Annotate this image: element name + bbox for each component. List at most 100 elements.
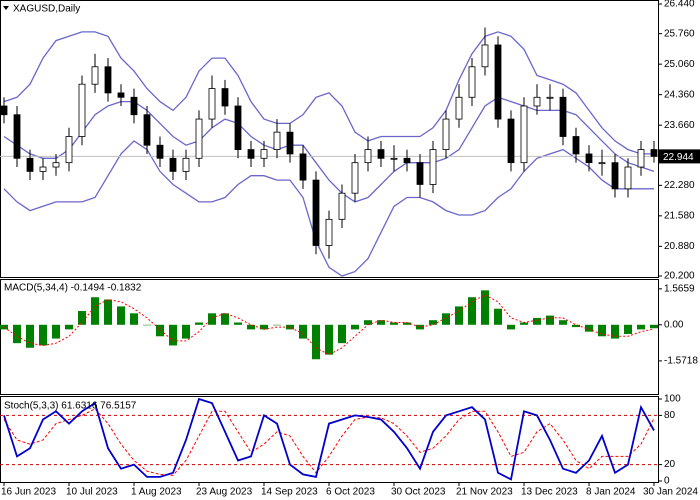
candle-body	[143, 114, 151, 146]
candle-body	[156, 144, 164, 159]
candle-body	[91, 66, 99, 85]
y-tick-label: 20.200	[664, 271, 695, 282]
macd-bar	[637, 324, 645, 330]
y-tick-label: 0.00	[664, 319, 684, 330]
macd-bar	[416, 324, 424, 330]
macd-bar	[390, 322, 398, 325]
y-tick-label: 21.580	[664, 210, 695, 221]
stoch-main	[3, 397, 655, 481]
macd-bar	[546, 315, 554, 325]
x-tick-label: 13 Dec 2023	[521, 487, 578, 498]
y-tick-label: 20.880	[664, 241, 695, 252]
macd-bar	[377, 320, 385, 325]
y-tick-label: 20	[664, 459, 676, 470]
candle-body	[312, 179, 320, 246]
candle-body	[195, 118, 203, 159]
candle-body	[273, 131, 281, 150]
x-tick-label: 1 Aug 2023	[131, 487, 182, 498]
macd-bar	[442, 313, 450, 325]
macd-bar	[208, 313, 216, 325]
candle-body	[637, 149, 645, 168]
macd-bar	[611, 324, 619, 339]
candle-body	[650, 149, 658, 157]
candle-body	[533, 96, 541, 107]
menu-triangle	[3, 6, 9, 10]
macd-bar	[91, 297, 99, 325]
x-tick-label: 6 Oct 2023	[326, 487, 375, 498]
macd-bar	[429, 320, 437, 325]
bollinger-lower	[3, 140, 654, 277]
macd-bar	[156, 324, 164, 337]
candle-body	[624, 166, 632, 190]
candle-body	[13, 114, 21, 159]
macd-bar	[13, 324, 21, 344]
candle-body	[78, 83, 86, 137]
x-tick-label: 23 Aug 2023	[196, 487, 253, 498]
macd-bar	[312, 324, 320, 360]
macd-bar	[650, 324, 658, 329]
y-tick-label: 0	[664, 476, 670, 487]
macd-bar	[507, 324, 515, 330]
candle-body	[26, 157, 34, 172]
macd-bar	[468, 297, 476, 325]
candle-body	[117, 92, 125, 98]
y-tick-label: 24.360	[664, 89, 695, 100]
macd-bar	[39, 324, 47, 346]
candle-body	[351, 162, 359, 194]
candle-body	[585, 153, 593, 164]
bollinger-middle	[3, 96, 655, 203]
last-price-label: 22.944	[663, 152, 694, 163]
candle-body	[559, 96, 567, 137]
macd-bar	[143, 324, 151, 326]
x-tick-label: 30 Oct 2023	[391, 487, 446, 498]
x-tick-label: 21 Nov 2023	[456, 487, 513, 498]
candle-body	[429, 149, 437, 185]
candle-body	[299, 153, 307, 181]
macd-bar	[481, 290, 489, 325]
macd-bar	[494, 308, 502, 325]
macd-bar	[338, 324, 346, 344]
macd-bar	[169, 324, 177, 346]
y-tick-label: 25.760	[664, 28, 695, 39]
macd-bar	[572, 324, 580, 328]
macd-bar	[0, 324, 8, 330]
candle-body	[130, 96, 138, 116]
candle-body	[598, 162, 606, 165]
macd-bar	[286, 324, 294, 330]
candle-body	[494, 44, 502, 120]
macd-bar	[104, 299, 112, 325]
candle-body	[52, 162, 60, 168]
y-tick-label: -1.5718	[664, 356, 698, 367]
panel-title: MACD(5,34,4) -0.1494 -0.1832	[4, 283, 142, 294]
macd-bar	[130, 313, 138, 325]
y-tick-label: 26.440	[664, 0, 695, 10]
stoch-signal	[3, 408, 655, 476]
candle-body	[247, 149, 255, 159]
candle-body	[442, 118, 450, 150]
macd-bar	[325, 324, 333, 355]
y-tick-label: 1.5659	[664, 283, 695, 294]
x-tick-label: 8 Jan 2024	[586, 487, 636, 498]
macd-bar	[455, 306, 463, 325]
macd-bar	[273, 324, 281, 326]
candle-body	[572, 136, 580, 155]
x-tick-label: 14 Sep 2023	[261, 487, 318, 498]
candle-body	[416, 162, 424, 185]
candle-body	[182, 157, 190, 172]
x-tick-label: 10 Jul 2023	[66, 487, 118, 498]
candle-body	[325, 218, 333, 246]
x-tick-label: 30 Jan 2024	[643, 487, 698, 498]
candle-body	[364, 149, 372, 164]
y-tick-label: 80	[664, 410, 676, 421]
macd-bar	[65, 324, 73, 330]
candle-body	[455, 96, 463, 120]
y-tick-label: 22.280	[664, 180, 695, 191]
y-tick-label: 23.660	[664, 120, 695, 131]
candle-body	[104, 66, 112, 94]
macd-bar	[182, 324, 190, 339]
macd-bar	[221, 313, 229, 325]
macd-bar	[559, 320, 567, 325]
candle-body	[338, 192, 346, 220]
candle-body	[546, 96, 554, 99]
